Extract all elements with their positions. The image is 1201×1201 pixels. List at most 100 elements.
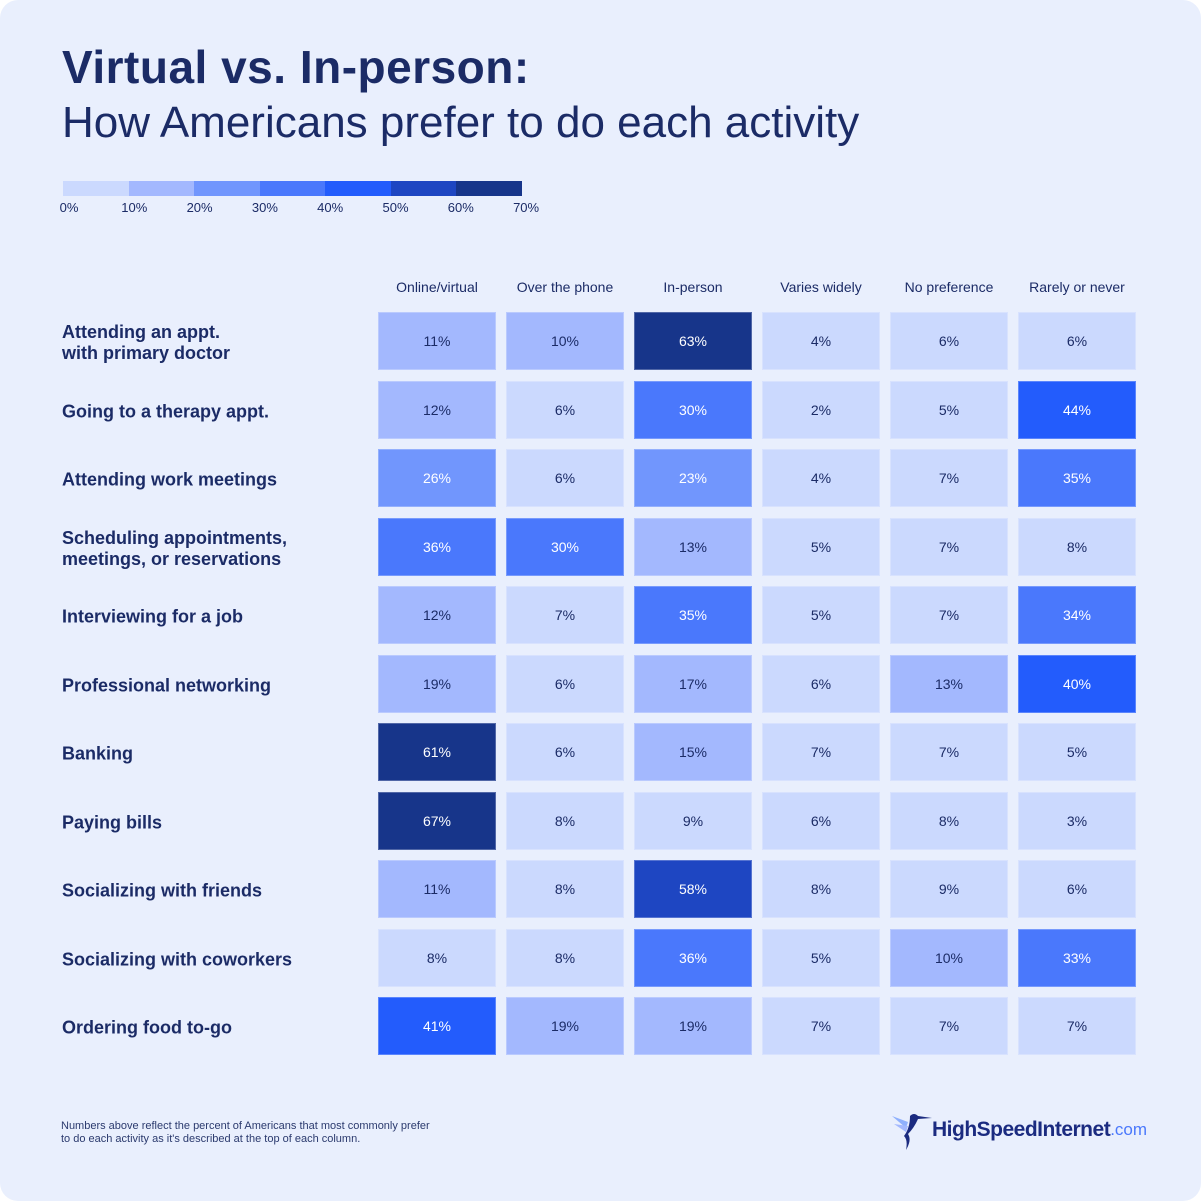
legend-swatch — [259, 181, 326, 196]
row-label: Professional networking — [62, 675, 272, 695]
heatmap-cell: 67% — [378, 791, 496, 850]
heatmap-cell: 7% — [890, 723, 1008, 781]
heatmap-cell: 8% — [506, 791, 624, 850]
heatmap-cell: 8% — [1018, 517, 1136, 576]
column-header: Over the phone — [516, 279, 614, 295]
heatmap-cell: 44% — [1018, 380, 1136, 439]
heatmap-cell: 6% — [506, 449, 624, 507]
heatmap-cell: 10% — [506, 312, 624, 370]
heatmap-cell: 7% — [890, 997, 1008, 1055]
heatmap-cell: 19% — [634, 997, 752, 1055]
heatmap-cell: 12% — [378, 586, 496, 644]
legend-tick-label: 10% — [121, 200, 148, 215]
heatmap-cell: 8% — [890, 791, 1008, 850]
heatmap-cell: 10% — [890, 928, 1008, 987]
heatmap-cell: 6% — [890, 312, 1008, 370]
heatmap-cell: 7% — [890, 517, 1008, 576]
heatmap-cell: 5% — [762, 517, 880, 576]
heatmap-cell: 9% — [634, 791, 752, 850]
heatmap-cell: 5% — [762, 586, 880, 644]
row-label: Socializing with friends — [62, 880, 263, 901]
row-label: Going to a therapy appt. — [62, 401, 270, 421]
row-label: Interviewing for a job — [62, 606, 244, 627]
column-header: Varies widely — [780, 279, 862, 295]
legend-tick-label: 70% — [513, 200, 540, 215]
heatmap-cell: 19% — [506, 997, 624, 1055]
heatmap-cell: 8% — [506, 928, 624, 987]
heatmap-cell: 3% — [1018, 791, 1136, 850]
heatmap-cell: 4% — [762, 449, 880, 507]
legend-swatch — [63, 181, 129, 196]
heatmap-cell: 26% — [378, 449, 496, 507]
heatmap-cell: 5% — [1018, 723, 1136, 781]
logo: HighSpeedInternet .com — [890, 1108, 1147, 1152]
legend-swatch — [128, 181, 195, 196]
heatmap-cell: 33% — [1018, 928, 1136, 987]
legend-swatch — [390, 181, 457, 196]
logo-wordmark: HighSpeedInternet — [932, 1118, 1111, 1141]
heatmap-cell: 7% — [1018, 997, 1136, 1055]
heatmap-cell: 6% — [506, 380, 624, 439]
column-header: In-person — [663, 279, 723, 295]
heatmap-cell: 8% — [378, 928, 496, 987]
column-header: Rarely or never — [1029, 279, 1125, 295]
color-legend — [63, 181, 523, 196]
legend-tick-label: 30% — [251, 200, 278, 215]
footnote: Numbers above reflect the percent of Ame… — [61, 1120, 430, 1145]
heatmap-cell: 13% — [890, 654, 1008, 713]
row-label: Attending an appt. with primary doctor — [62, 322, 231, 363]
heatmap-cell: 7% — [890, 586, 1008, 644]
heatmap-cell: 40% — [1018, 654, 1136, 713]
row-label: Scheduling appointments, meetings, or re… — [62, 527, 288, 569]
heatmap-cell: 6% — [1018, 312, 1136, 370]
heatmap-cell: 30% — [506, 517, 624, 576]
heatmap-cell: 30% — [634, 380, 752, 439]
heatmap-cell: 4% — [762, 312, 880, 370]
heatmap-cell: 7% — [762, 997, 880, 1055]
row-label: Attending work meetings — [62, 469, 278, 490]
heatmap-cell: 12% — [378, 380, 496, 439]
heatmap-cell: 58% — [634, 860, 752, 918]
heatmap-cell: 19% — [378, 654, 496, 713]
heatmap-cell: 11% — [378, 312, 496, 370]
heatmap-cell: 61% — [378, 723, 496, 781]
legend-tick-label: 50% — [382, 200, 409, 215]
legend-tick-label: 60% — [447, 200, 474, 215]
heatmap-cell: 36% — [634, 928, 752, 987]
heatmap-cell: 6% — [762, 654, 880, 713]
column-header: No preference — [904, 279, 994, 295]
legend-swatch — [194, 181, 260, 196]
heatmap-cell: 13% — [634, 517, 752, 576]
heatmap-cell: 63% — [634, 312, 752, 370]
heatmap-cell: 6% — [506, 723, 624, 781]
heatmap-cell: 23% — [634, 449, 752, 507]
heatmap-cell: 17% — [634, 654, 752, 713]
heatmap-cell: 5% — [890, 380, 1008, 439]
heatmap-cell: 7% — [762, 723, 880, 781]
heatmap-cell: 11% — [378, 860, 496, 918]
heatmap-cell: 34% — [1018, 586, 1136, 644]
heatmap-cell: 6% — [506, 654, 624, 713]
heatmap-cell: 2% — [762, 380, 880, 439]
legend-tick-label: 20% — [186, 200, 213, 215]
chart-title: Virtual vs. In-person: — [62, 41, 530, 93]
row-label: Banking — [62, 743, 134, 764]
heatmap-cell: 6% — [1018, 860, 1136, 918]
row-label: Socializing with coworkers — [62, 949, 293, 969]
hummingbird-icon — [892, 1114, 932, 1150]
legend-swatch — [456, 181, 523, 196]
logo-suffix: .com — [1110, 1120, 1148, 1139]
heatmap-cell: 8% — [762, 860, 880, 918]
heatmap-cell: 41% — [378, 997, 496, 1055]
row-label: Ordering food to-go — [62, 1017, 232, 1038]
legend-swatch — [325, 181, 391, 196]
heatmap-cell: 7% — [506, 586, 624, 644]
heatmap-cell: 9% — [890, 860, 1008, 918]
heatmap-cell: 36% — [378, 517, 496, 576]
heatmap-cell: 5% — [762, 928, 880, 987]
heatmap-cell: 8% — [506, 860, 624, 918]
column-header: Online/virtual — [396, 279, 478, 295]
heatmap-cell: 15% — [634, 723, 752, 781]
heatmap-cell: 6% — [762, 791, 880, 850]
row-label: Paying bills — [62, 812, 163, 832]
